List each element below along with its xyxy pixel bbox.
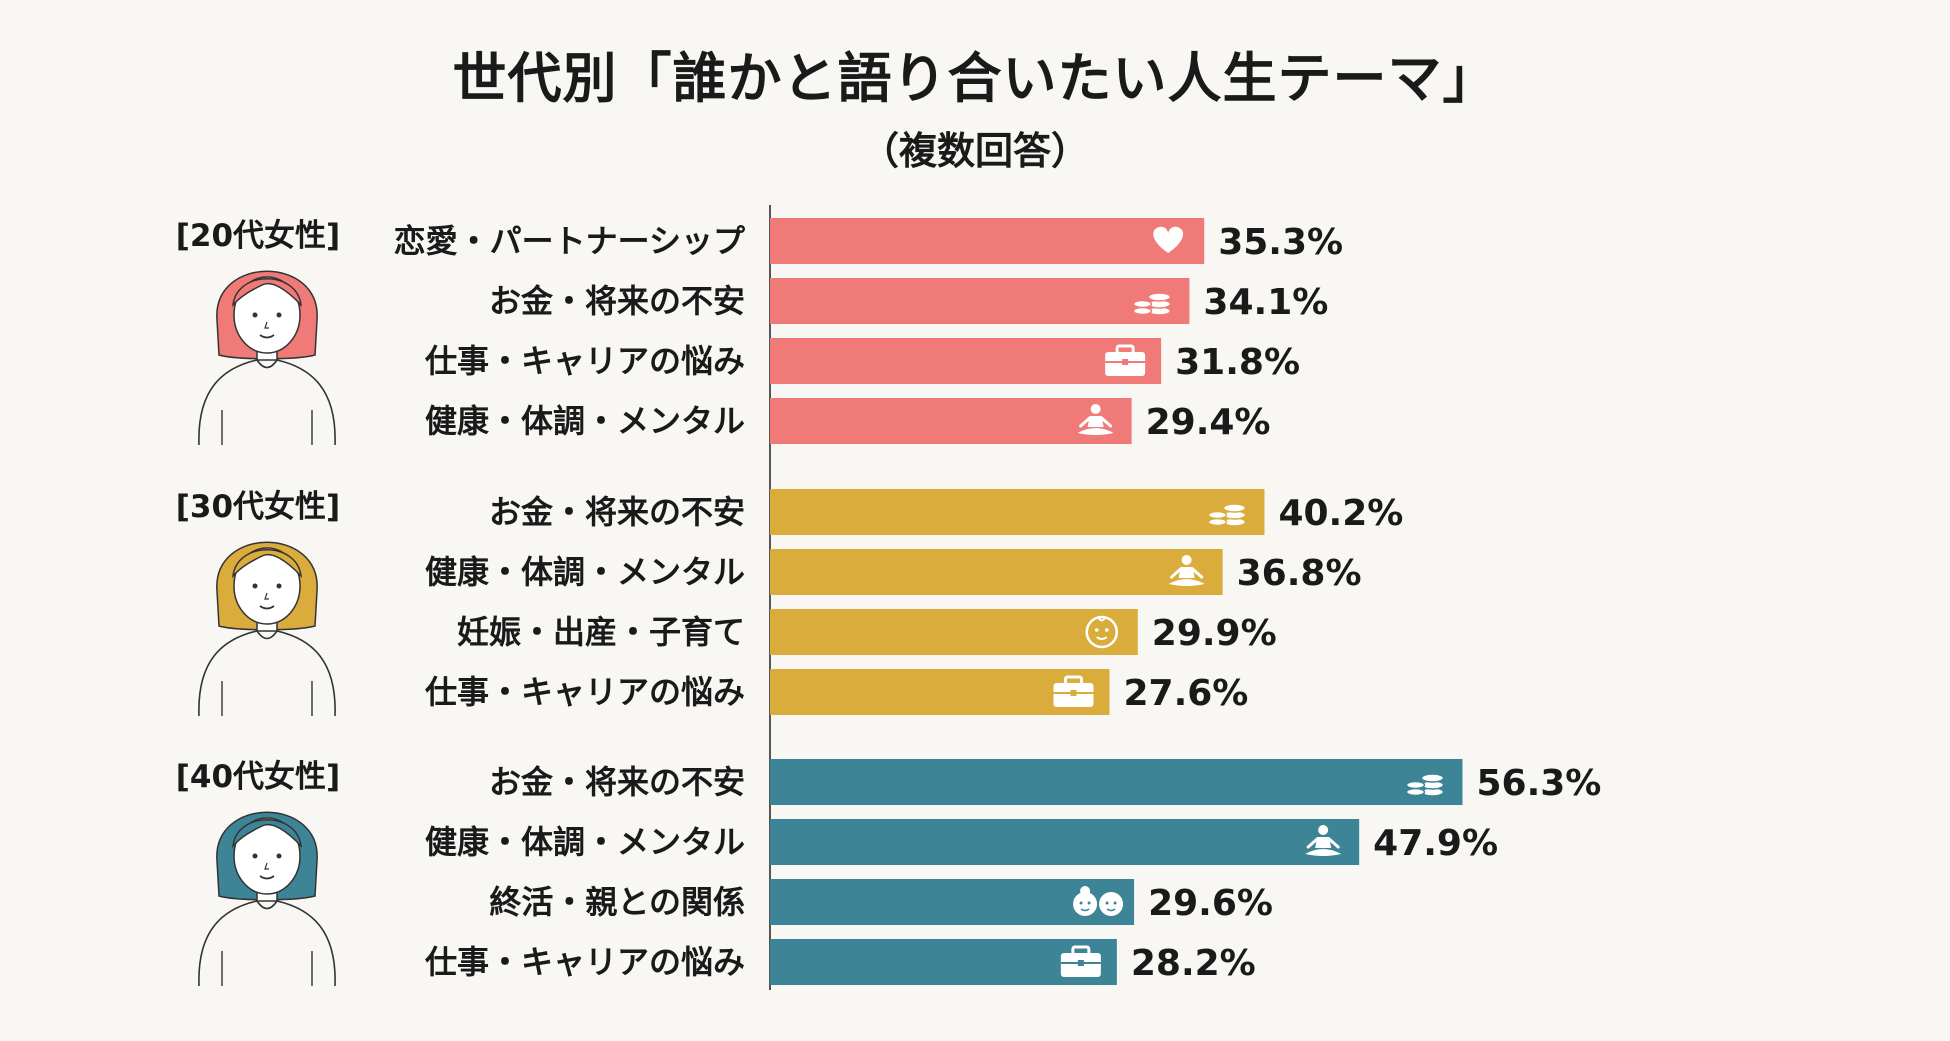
woman-30s-avatar bbox=[198, 541, 336, 717]
category-label: お金・将来の不安 bbox=[489, 493, 745, 531]
value-label: 29.9% bbox=[1152, 613, 1277, 654]
value-label: 34.1% bbox=[1203, 282, 1328, 323]
value-label: 28.2% bbox=[1131, 943, 1256, 984]
category-label: 健康・体調・メンタル bbox=[425, 823, 745, 861]
bar-row: お金・将来の不安 56.3% bbox=[489, 759, 1601, 805]
bar-row: 仕事・キャリアの悩み 28.2% bbox=[425, 939, 1256, 985]
category-label: 終活・親との関係 bbox=[489, 883, 745, 921]
category-label: 仕事・キャリアの悩み bbox=[425, 342, 745, 380]
value-label: 40.2% bbox=[1278, 493, 1403, 534]
group-3: [40代女性] お金・将来の不安 56.3% 健康・体調・メンタル 47.9% 終活・親と… bbox=[176, 759, 1601, 985]
bar-row: 妊娠・出産・子育て 29.9% bbox=[457, 609, 1277, 655]
coins-icon bbox=[1207, 503, 1247, 527]
value-label: 35.3% bbox=[1218, 222, 1343, 263]
bar-row: 終活・親との関係 29.6% bbox=[489, 879, 1273, 925]
value-label: 36.8% bbox=[1237, 553, 1362, 594]
bar bbox=[770, 218, 1205, 264]
category-label: 妊娠・出産・子育て bbox=[457, 613, 745, 651]
bar-row: お金・将来の不安 40.2% bbox=[489, 489, 1403, 535]
bar bbox=[770, 609, 1138, 655]
meditation-icon bbox=[1168, 555, 1205, 586]
bar-row: 仕事・キャリアの悩み 27.6% bbox=[425, 669, 1248, 715]
bar bbox=[770, 759, 1463, 805]
briefcase-icon bbox=[1105, 344, 1146, 376]
bar bbox=[770, 278, 1190, 324]
elderly-couple-icon bbox=[1073, 886, 1124, 916]
bar bbox=[770, 939, 1117, 985]
bar-row: お金・将来の不安 34.1% bbox=[489, 278, 1328, 324]
bar-row: 健康・体調・メンタル 29.4% bbox=[425, 398, 1271, 444]
group-1: [20代女性] 恋愛・パートナーシップ 35.3% お金・将来の不安 34.1% 仕事・キ… bbox=[176, 218, 1343, 444]
category-label: お金・将来の不安 bbox=[489, 763, 745, 801]
baby-icon bbox=[1085, 615, 1119, 649]
bar bbox=[770, 669, 1110, 715]
group-2: [30代女性] お金・将来の不安 40.2% 健康・体調・メンタル 36.8% 妊娠・出産… bbox=[176, 489, 1403, 715]
bar-row: 健康・体調・メンタル 36.8% bbox=[425, 549, 1362, 595]
heart-icon bbox=[1153, 226, 1184, 253]
category-label: 仕事・キャリアの悩み bbox=[425, 943, 745, 981]
category-label: 健康・体調・メンタル bbox=[425, 402, 745, 440]
bar-row: 健康・体調・メンタル 47.9% bbox=[425, 819, 1498, 865]
coins-icon bbox=[1405, 773, 1445, 797]
bar bbox=[770, 398, 1132, 444]
bar bbox=[770, 338, 1162, 384]
woman-20s-avatar bbox=[198, 270, 336, 446]
coins-icon bbox=[1132, 292, 1172, 316]
category-label: 恋愛・パートナーシップ bbox=[394, 222, 746, 260]
value-label: 29.6% bbox=[1148, 883, 1273, 924]
chart-title: 世代別「誰かと語り合いたい人生テーマ」 bbox=[452, 47, 1498, 110]
value-label: 56.3% bbox=[1476, 763, 1601, 804]
woman-40s-avatar bbox=[198, 811, 336, 987]
group-label: [40代女性] bbox=[176, 759, 340, 795]
group-label: [20代女性] bbox=[176, 218, 340, 254]
group-label: [30代女性] bbox=[176, 489, 340, 525]
meditation-icon bbox=[1305, 825, 1342, 856]
value-label: 31.8% bbox=[1175, 342, 1300, 383]
bar-row: 恋愛・パートナーシップ 35.3% bbox=[394, 218, 1343, 264]
category-label: 健康・体調・メンタル bbox=[425, 553, 745, 591]
bar-row: 仕事・キャリアの悩み 31.8% bbox=[425, 338, 1300, 384]
value-label: 47.9% bbox=[1373, 823, 1498, 864]
value-label: 29.4% bbox=[1146, 402, 1271, 443]
category-label: 仕事・キャリアの悩み bbox=[425, 673, 745, 711]
value-label: 27.6% bbox=[1123, 673, 1248, 714]
meditation-icon bbox=[1077, 404, 1114, 435]
bar bbox=[770, 549, 1223, 595]
briefcase-icon bbox=[1053, 675, 1094, 707]
chart-subtitle: （複数回答） bbox=[860, 129, 1089, 173]
briefcase-icon bbox=[1060, 945, 1101, 977]
category-label: お金・将来の不安 bbox=[489, 282, 745, 320]
bar bbox=[770, 489, 1265, 535]
bar bbox=[770, 819, 1360, 865]
